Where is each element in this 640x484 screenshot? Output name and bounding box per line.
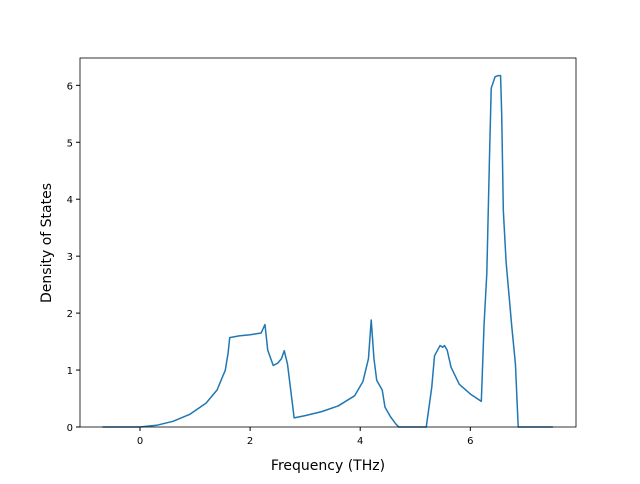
y-tick-label: 3 [67,252,73,263]
x-tick-label: 2 [247,436,253,447]
y-tick-label: 6 [67,81,73,92]
y-tick-label: 0 [67,423,73,434]
x-axis-label: Frequency (THz) [271,458,385,474]
x-tick-label: 4 [357,436,363,447]
line-series [102,74,553,428]
x-tick-label: 6 [467,436,473,447]
x-tick-label: 0 [137,436,143,447]
y-tick-label: 5 [67,138,73,149]
plot-frame [79,57,577,428]
y-tick-label: 4 [67,195,73,206]
y-tick-label: 2 [67,309,73,320]
y-axis-label: Density of States [39,183,55,303]
y-tick-label: 1 [67,366,73,377]
